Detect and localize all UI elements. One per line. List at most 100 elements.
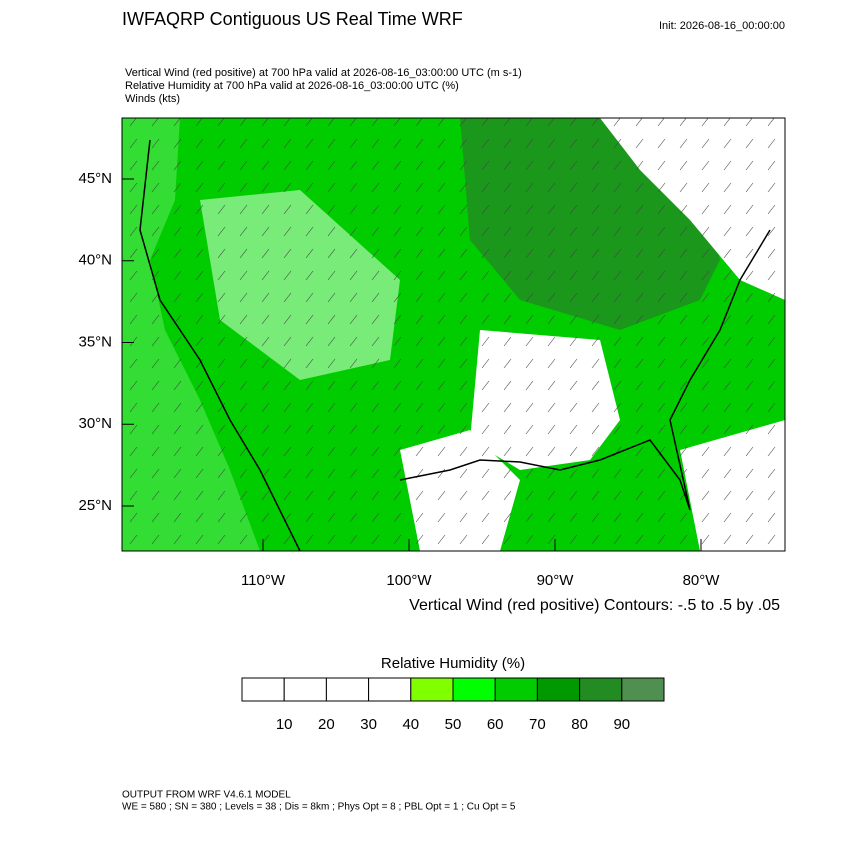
- wind-barb: [657, 446, 666, 457]
- wind-barb: [393, 358, 402, 369]
- wind-barb: [195, 512, 204, 523]
- wind-barb: [195, 424, 204, 435]
- wind-barb: [723, 534, 732, 545]
- contour-note: Vertical Wind (red positive) Contours: -…: [409, 597, 780, 614]
- wind-barb: [657, 160, 666, 171]
- wind-barb: [217, 512, 226, 523]
- wind-barb: [129, 270, 138, 281]
- wind-barb: [393, 182, 402, 193]
- wind-barb: [283, 446, 292, 457]
- wind-barb: [151, 424, 160, 435]
- wind-barb: [173, 204, 182, 215]
- wind-barb: [503, 248, 512, 259]
- wind-barb: [195, 314, 204, 325]
- wind-barb: [349, 270, 358, 281]
- wind-barb: [591, 248, 600, 259]
- wind-barb: [129, 138, 138, 149]
- wind-barb: [745, 226, 754, 237]
- wind-barb: [459, 182, 468, 193]
- wind-barb: [767, 182, 776, 193]
- wind-barb: [217, 534, 226, 545]
- wind-barb: [305, 424, 314, 435]
- wind-barb: [305, 446, 314, 457]
- wind-barb: [723, 512, 732, 523]
- wind-barb: [173, 248, 182, 259]
- wind-barb: [195, 534, 204, 545]
- wind-barb: [591, 182, 600, 193]
- wind-barb: [239, 446, 248, 457]
- wind-barb: [525, 270, 534, 281]
- colorbar-tick-label: 50: [445, 716, 462, 733]
- wind-barb: [327, 336, 336, 347]
- lat-label: 30°N: [78, 415, 112, 432]
- wind-barb: [371, 380, 380, 391]
- wind-barb: [767, 204, 776, 215]
- wind-barb: [283, 534, 292, 545]
- wind-barb: [305, 336, 314, 347]
- wind-barb: [591, 138, 600, 149]
- wind-barb: [503, 160, 512, 171]
- wind-barb: [635, 138, 644, 149]
- wind-barb: [393, 380, 402, 391]
- wind-barb: [151, 226, 160, 237]
- wind-barb: [503, 468, 512, 479]
- wind-barb: [525, 336, 534, 347]
- wind-barb: [679, 446, 688, 457]
- wind-barb: [129, 160, 138, 171]
- wind-barb: [525, 182, 534, 193]
- wind-barb: [723, 380, 732, 391]
- wind-barb: [371, 402, 380, 413]
- wind-barb: [437, 512, 446, 523]
- wind-barb: [195, 380, 204, 391]
- wind-barb: [217, 424, 226, 435]
- wind-barb: [613, 248, 622, 259]
- wind-barb: [547, 314, 556, 325]
- wind-barb: [393, 292, 402, 303]
- wind-barb: [239, 424, 248, 435]
- wind-barb: [591, 424, 600, 435]
- wind-barb: [283, 468, 292, 479]
- wind-barb: [415, 534, 424, 545]
- wind-barb: [591, 534, 600, 545]
- wind-barb: [239, 204, 248, 215]
- wind-barb: [635, 160, 644, 171]
- wind-barb: [261, 226, 270, 237]
- wind-barb: [371, 226, 380, 237]
- wind-barb: [349, 468, 358, 479]
- wind-barb: [415, 336, 424, 347]
- wind-barb: [151, 402, 160, 413]
- wind-barb: [261, 336, 270, 347]
- wind-barb: [613, 534, 622, 545]
- wind-barb: [459, 292, 468, 303]
- wind-barb: [613, 468, 622, 479]
- wind-barb: [481, 182, 490, 193]
- wind-barb: [547, 358, 556, 369]
- wind-barb: [459, 512, 468, 523]
- wind-barb: [217, 138, 226, 149]
- colorbar-tick-label: 60: [487, 716, 504, 733]
- wind-barb: [657, 490, 666, 501]
- colorbar-tick-label: 80: [571, 716, 588, 733]
- wind-barb: [569, 424, 578, 435]
- wind-barb: [415, 270, 424, 281]
- wind-barb: [503, 446, 512, 457]
- wind-barb: [635, 248, 644, 259]
- wind-barb: [635, 358, 644, 369]
- wind-barb: [569, 402, 578, 413]
- wind-barb: [569, 314, 578, 325]
- wind-barb: [591, 292, 600, 303]
- wind-barb: [569, 138, 578, 149]
- wind-barb: [129, 446, 138, 457]
- wind-barb: [701, 380, 710, 391]
- wind-barb: [679, 402, 688, 413]
- wind-barb: [217, 204, 226, 215]
- wind-barb: [217, 336, 226, 347]
- wind-barb: [283, 424, 292, 435]
- wind-barb: [151, 380, 160, 391]
- wind-barb: [547, 446, 556, 457]
- wind-barb: [525, 424, 534, 435]
- wind-barb: [481, 336, 490, 347]
- wind-barb: [481, 446, 490, 457]
- wind-barb: [723, 226, 732, 237]
- wind-barb: [371, 248, 380, 259]
